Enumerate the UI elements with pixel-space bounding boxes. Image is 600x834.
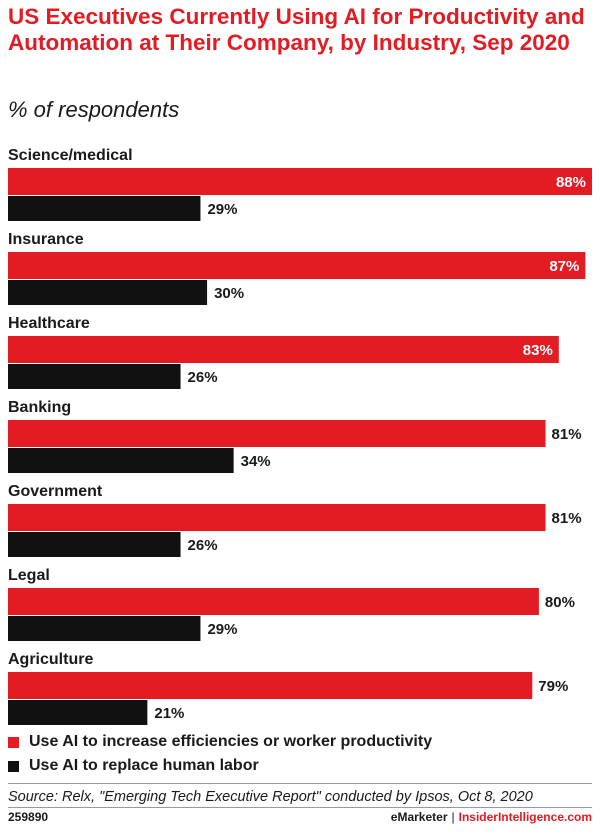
bar-replace-labor-insurance bbox=[8, 280, 208, 305]
chart-id: 259890 bbox=[8, 810, 49, 824]
value-label-replace-labor-agriculture: 21% bbox=[154, 705, 184, 722]
value-label-productivity-insurance: 87% bbox=[549, 258, 579, 275]
value-label-replace-labor-science-medical: 29% bbox=[207, 201, 237, 218]
category-label-science-medical: Science/medical bbox=[8, 147, 133, 164]
value-label-replace-labor-insurance: 30% bbox=[214, 285, 244, 302]
brand-insider-intelligence: InsiderIntelligence.com bbox=[458, 810, 592, 824]
legend-label-replace-labor: Use AI to replace human labor bbox=[29, 757, 259, 774]
value-label-productivity-banking: 81% bbox=[552, 426, 582, 443]
legend-item-replace-labor: Use AI to replace human labor bbox=[8, 757, 259, 775]
legend-swatch-red bbox=[8, 736, 19, 748]
footer-divider bbox=[8, 807, 592, 808]
bar-replace-labor-government bbox=[8, 532, 181, 557]
category-label-insurance: Insurance bbox=[8, 231, 84, 248]
bar-productivity-agriculture bbox=[8, 672, 533, 699]
legend-swatch-black bbox=[8, 760, 19, 772]
value-label-productivity-legal: 80% bbox=[545, 594, 575, 611]
source-divider bbox=[8, 783, 592, 784]
category-label-legal: Legal bbox=[8, 567, 50, 584]
bar-replace-labor-agriculture bbox=[8, 700, 148, 725]
category-label-banking: Banking bbox=[8, 399, 71, 416]
bar-productivity-banking bbox=[8, 420, 546, 447]
value-label-productivity-science-medical: 88% bbox=[556, 174, 586, 191]
bar-productivity-insurance bbox=[8, 252, 586, 279]
value-label-productivity-government: 81% bbox=[552, 510, 582, 527]
source-note: Source: Relx, "Emerging Tech Executive R… bbox=[8, 789, 533, 805]
bar-replace-labor-banking bbox=[8, 448, 234, 473]
bar-productivity-government bbox=[8, 504, 546, 531]
bar-replace-labor-healthcare bbox=[8, 364, 181, 389]
chart-title: US Executives Currently Using AI for Pro… bbox=[8, 4, 585, 55]
bar-productivity-legal bbox=[8, 588, 539, 615]
brand-emarketer: eMarketer bbox=[390, 810, 448, 824]
bar-chart: Science/medical 88% 29% Insurance 87% 30% Heal… bbox=[8, 147, 592, 725]
bar-replace-labor-legal bbox=[8, 616, 201, 641]
category-label-healthcare: Healthcare bbox=[8, 315, 90, 332]
brand: eMarketer | InsiderIntelligence.com bbox=[391, 810, 592, 824]
value-label-replace-labor-banking: 34% bbox=[241, 453, 271, 470]
bar-productivity-healthcare bbox=[8, 336, 559, 363]
brand-separator: | bbox=[451, 810, 455, 824]
value-label-productivity-healthcare: 83% bbox=[523, 342, 553, 359]
value-label-replace-labor-government: 26% bbox=[188, 537, 218, 554]
legend-label-productivity: Use AI to increase efficiencies or worke… bbox=[29, 733, 433, 750]
category-label-agriculture: Agriculture bbox=[8, 651, 93, 668]
legend-item-productivity: Use AI to increase efficiencies or worke… bbox=[8, 733, 432, 751]
value-label-replace-labor-healthcare: 26% bbox=[188, 369, 218, 386]
value-label-productivity-agriculture: 79% bbox=[538, 678, 568, 695]
value-label-replace-labor-legal: 29% bbox=[207, 621, 237, 638]
bar-productivity-science-medical bbox=[8, 168, 592, 195]
chart-subtitle: % of respondents bbox=[8, 97, 180, 122]
category-label-government: Government bbox=[8, 483, 103, 500]
bar-replace-labor-science-medical bbox=[8, 196, 201, 221]
